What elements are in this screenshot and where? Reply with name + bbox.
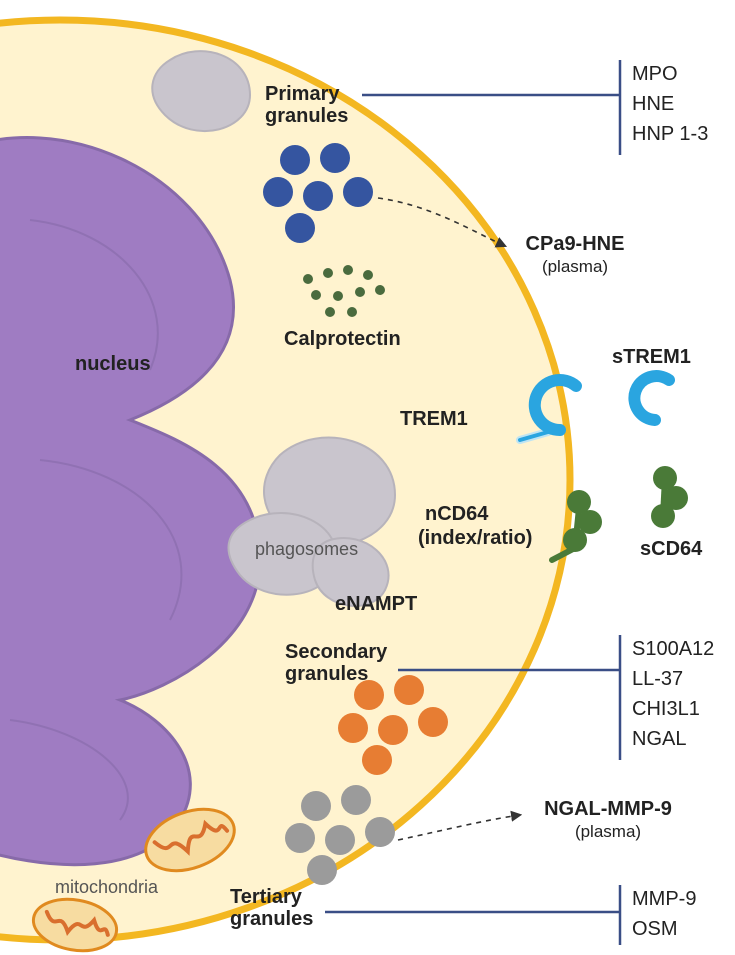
granule-dot (338, 713, 368, 743)
product-item: HNP 1-3 (632, 123, 708, 145)
ncd64-sub: (index/ratio) (418, 527, 532, 549)
granule-dot (343, 265, 353, 275)
mitochondria-label: mitochondria (55, 877, 159, 897)
granule-dot (307, 855, 337, 885)
product-item: OSM (632, 918, 678, 940)
cpa9-hne-label: CPa9-HNE (526, 233, 625, 255)
phagosomes-label: phagosomes (255, 539, 358, 559)
enampt-label: eNAMPT (335, 593, 417, 615)
granule-dot (341, 785, 371, 815)
product-item: LL-37 (632, 668, 683, 690)
granule-dot (325, 307, 335, 317)
trem1-label: TREM1 (400, 408, 468, 430)
tertiary-granule-label: Tertiarygranules (230, 886, 313, 930)
granule-dot (303, 274, 313, 284)
ncd64-label: nCD64 (425, 503, 489, 525)
secondary-product-list: S100A12 LL-37 CHI3L1 NGAL (632, 638, 714, 750)
granule-dot (285, 213, 315, 243)
granule-dot (263, 177, 293, 207)
tertiary-granule-label-line: Tertiarygranules (230, 886, 313, 930)
primary-granule-label: Primarygranules (265, 83, 348, 127)
granule-dot (343, 177, 373, 207)
tertiary-product-list: MMP-9 OSM (632, 888, 696, 940)
granule-dot (325, 825, 355, 855)
granule-dot (394, 675, 424, 705)
strem1-icon (634, 376, 669, 420)
granule-dot (301, 791, 331, 821)
granule-dot (320, 143, 350, 173)
arrow-to-ngalmmp9 (398, 815, 520, 840)
granule-dot (347, 307, 357, 317)
scd64-label: sCD64 (640, 538, 703, 560)
ngal-mmp9-label: NGAL-MMP-9 (544, 798, 672, 820)
calprotectin-label: Calprotectin (284, 328, 401, 350)
product-item: MPO (632, 63, 678, 85)
granule-dot (363, 270, 373, 280)
granule-dot (418, 707, 448, 737)
strem1-label: sTREM1 (612, 346, 691, 368)
granule-dot (355, 287, 365, 297)
granule-dot (378, 715, 408, 745)
granule-dot (323, 268, 333, 278)
primary-product-list: MPO HNE HNP 1-3 (632, 63, 708, 145)
nucleus-label: nucleus (75, 353, 151, 375)
ngal-mmp9-sub: (plasma) (575, 822, 641, 841)
primary-granule-label-line: Primarygranules (265, 83, 348, 127)
granule-dot (362, 745, 392, 775)
product-item: NGAL (632, 728, 686, 750)
granule-dot (375, 285, 385, 295)
product-item: S100A12 (632, 638, 714, 660)
product-item: HNE (632, 93, 674, 115)
product-item: CHI3L1 (632, 698, 700, 720)
cpa9-hne-sub: (plasma) (542, 257, 608, 276)
product-item: MMP-9 (632, 888, 696, 910)
granule-dot (303, 181, 333, 211)
granule-dot (311, 290, 321, 300)
granule-dot (285, 823, 315, 853)
granule-dot (365, 817, 395, 847)
granule-dot (280, 145, 310, 175)
scd64-icon (651, 466, 688, 528)
granule-dot (333, 291, 343, 301)
